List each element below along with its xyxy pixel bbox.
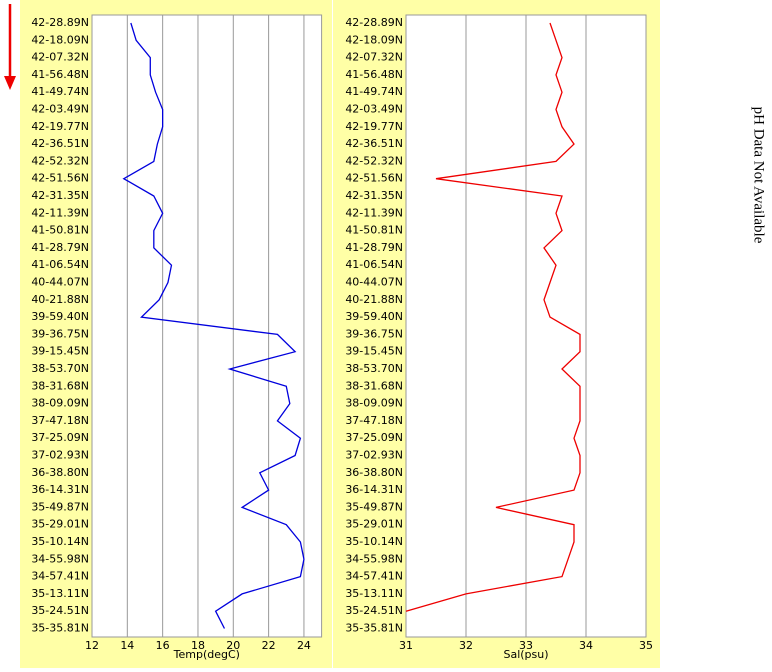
y-tick-label: 34-57.41N — [345, 570, 403, 583]
x-tick-label: 16 — [156, 639, 170, 652]
y-tick-label: 37-25.09N — [31, 431, 89, 444]
y-tick-label: 39-59.40N — [345, 310, 403, 323]
y-tick-label: 42-19.77N — [345, 120, 403, 133]
y-tick-label: 42-28.89N — [345, 16, 403, 29]
x-tick-label: 34 — [579, 639, 593, 652]
y-tick-label: 41-49.74N — [31, 85, 89, 98]
y-tick-label: 36-38.80N — [345, 466, 403, 479]
x-tick-label: 35 — [639, 639, 653, 652]
y-tick-label: 39-15.45N — [345, 345, 403, 358]
y-tick-label: 41-50.81N — [345, 224, 403, 237]
y-tick-label: 37-47.18N — [31, 414, 89, 427]
y-tick-label: 42-07.32N — [31, 51, 89, 64]
x-tick-label: 20 — [226, 639, 240, 652]
y-tick-label: 42-18.09N — [31, 33, 89, 46]
y-tick-label: 41-28.79N — [345, 241, 403, 254]
y-tick-label: 42-03.49N — [345, 103, 403, 116]
y-tick-label: 38-53.70N — [31, 362, 89, 375]
y-tick-label: 42-51.56N — [345, 172, 403, 185]
y-tick-label: 42-31.35N — [31, 189, 89, 202]
arrow-head — [4, 76, 16, 90]
y-tick-label: 41-50.81N — [31, 224, 89, 237]
y-tick-label: 35-13.11N — [31, 587, 89, 600]
y-tick-label: 42-36.51N — [31, 137, 89, 150]
y-tick-label: 35-13.11N — [345, 587, 403, 600]
y-tick-label: 37-25.09N — [345, 431, 403, 444]
x-tick-label: 18 — [191, 639, 205, 652]
y-tick-label: 41-06.54N — [345, 258, 403, 271]
y-tick-label: 38-53.70N — [345, 362, 403, 375]
y-tick-label: 42-31.35N — [345, 189, 403, 202]
y-tick-label: 35-24.51N — [31, 604, 89, 617]
y-tick-label: 37-47.18N — [345, 414, 403, 427]
y-tick-label: 36-14.31N — [345, 483, 403, 496]
y-tick-label: 35-49.87N — [31, 500, 89, 513]
y-tick-label: 34-55.98N — [31, 552, 89, 565]
y-tick-label: 42-19.77N — [31, 120, 89, 133]
y-tick-label: 35-35.81N — [345, 622, 403, 635]
x-axis-label: Temp(degC) — [173, 648, 240, 661]
x-tick-label: 24 — [297, 639, 311, 652]
y-tick-label: 42-52.32N — [31, 154, 89, 167]
y-tick-label: 41-49.74N — [345, 85, 403, 98]
y-tick-label: 35-29.01N — [345, 518, 403, 531]
y-tick-label: 42-28.89N — [31, 16, 89, 29]
y-tick-label: 34-57.41N — [31, 570, 89, 583]
y-tick-label: 41-06.54N — [31, 258, 89, 271]
y-tick-label: 35-10.14N — [31, 535, 89, 548]
y-tick-label: 41-56.48N — [345, 68, 403, 81]
y-tick-label: 42-11.39N — [31, 206, 89, 219]
data-line — [122, 22, 305, 629]
annotation: pH Data Not Available — [751, 107, 767, 244]
x-tick-label: 33 — [519, 639, 533, 652]
y-tick-label: 42-03.49N — [31, 103, 89, 116]
y-tick-label: 40-21.88N — [345, 293, 403, 306]
y-tick-label: 35-29.01N — [31, 518, 89, 531]
y-tick-label: 41-56.48N — [31, 68, 89, 81]
y-tick-label: 42-18.09N — [345, 33, 403, 46]
y-tick-label: 40-44.07N — [31, 276, 89, 289]
x-tick-label: 32 — [459, 639, 473, 652]
y-tick-label: 39-15.45N — [31, 345, 89, 358]
y-tick-label: 36-38.80N — [31, 466, 89, 479]
y-tick-label: 42-11.39N — [345, 206, 403, 219]
y-tick-label: 39-36.75N — [345, 327, 403, 340]
y-tick-label: 38-09.09N — [345, 397, 403, 410]
y-tick-label: 37-02.93N — [345, 449, 403, 462]
y-tick-label: 35-35.81N — [31, 622, 89, 635]
y-tick-label: 42-36.51N — [345, 137, 403, 150]
y-tick-label: 34-55.98N — [345, 552, 403, 565]
y-tick-label: 35-24.51N — [345, 604, 403, 617]
x-tick-label: 14 — [120, 639, 134, 652]
y-tick-label: 42-52.32N — [345, 154, 403, 167]
x-tick-label: 22 — [262, 639, 276, 652]
y-tick-label: 41-28.79N — [31, 241, 89, 254]
y-tick-label: 39-36.75N — [31, 327, 89, 340]
x-tick-label: 12 — [85, 639, 99, 652]
y-tick-label: 38-31.68N — [31, 379, 89, 392]
y-tick-label: 40-21.88N — [31, 293, 89, 306]
y-tick-label: 42-07.32N — [345, 51, 403, 64]
y-tick-label: 35-49.87N — [345, 500, 403, 513]
x-tick-label: 31 — [399, 639, 413, 652]
x-axis-label: Sal(psu) — [503, 648, 548, 661]
y-tick-label: 38-09.09N — [31, 397, 89, 410]
y-tick-label: 35-10.14N — [345, 535, 403, 548]
y-tick-label: 40-44.07N — [345, 276, 403, 289]
y-tick-label: 38-31.68N — [345, 379, 403, 392]
data-line — [405, 22, 581, 612]
y-tick-label: 39-59.40N — [31, 310, 89, 323]
y-tick-label: 42-51.56N — [31, 172, 89, 185]
y-tick-label: 36-14.31N — [31, 483, 89, 496]
y-tick-label: 37-02.93N — [31, 449, 89, 462]
